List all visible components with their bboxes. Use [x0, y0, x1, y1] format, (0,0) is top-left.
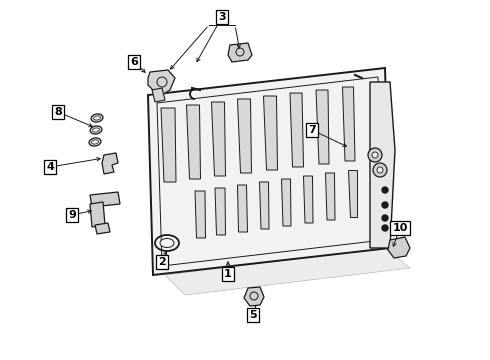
Ellipse shape — [91, 114, 103, 122]
Circle shape — [373, 163, 387, 177]
Polygon shape — [95, 223, 110, 234]
Text: 5: 5 — [249, 310, 257, 320]
Text: 2: 2 — [158, 257, 166, 267]
Polygon shape — [102, 153, 118, 174]
Circle shape — [382, 225, 388, 231]
Polygon shape — [244, 287, 264, 306]
Polygon shape — [316, 90, 329, 164]
Circle shape — [377, 167, 383, 173]
Ellipse shape — [89, 138, 101, 146]
Polygon shape — [161, 108, 176, 182]
Ellipse shape — [90, 126, 102, 134]
Polygon shape — [195, 191, 205, 238]
Polygon shape — [165, 248, 410, 295]
Text: 1: 1 — [224, 269, 232, 279]
Polygon shape — [290, 93, 303, 167]
Polygon shape — [215, 188, 225, 235]
Polygon shape — [303, 176, 313, 223]
Polygon shape — [152, 88, 165, 102]
Polygon shape — [370, 82, 395, 248]
Ellipse shape — [160, 239, 174, 248]
Polygon shape — [90, 192, 120, 207]
Polygon shape — [343, 87, 355, 161]
Polygon shape — [281, 179, 291, 226]
Text: 9: 9 — [68, 210, 76, 220]
Text: 4: 4 — [46, 162, 54, 172]
Circle shape — [368, 148, 382, 162]
Circle shape — [382, 215, 388, 221]
Circle shape — [372, 152, 378, 158]
Polygon shape — [148, 68, 390, 275]
Polygon shape — [212, 102, 225, 176]
Polygon shape — [148, 70, 175, 95]
Text: 8: 8 — [54, 107, 62, 117]
Polygon shape — [388, 237, 410, 258]
Polygon shape — [347, 170, 357, 217]
Polygon shape — [325, 173, 335, 220]
Polygon shape — [260, 182, 269, 229]
Polygon shape — [238, 185, 247, 232]
Polygon shape — [90, 202, 105, 227]
Polygon shape — [264, 96, 277, 170]
Text: 3: 3 — [218, 12, 226, 22]
Text: 10: 10 — [392, 223, 408, 233]
Polygon shape — [228, 43, 252, 62]
Text: 7: 7 — [308, 125, 316, 135]
Text: 6: 6 — [130, 57, 138, 67]
Polygon shape — [238, 99, 251, 173]
Ellipse shape — [94, 116, 100, 120]
Ellipse shape — [93, 128, 99, 132]
Ellipse shape — [92, 140, 98, 144]
Circle shape — [382, 202, 388, 208]
Circle shape — [382, 187, 388, 193]
Polygon shape — [187, 105, 200, 179]
